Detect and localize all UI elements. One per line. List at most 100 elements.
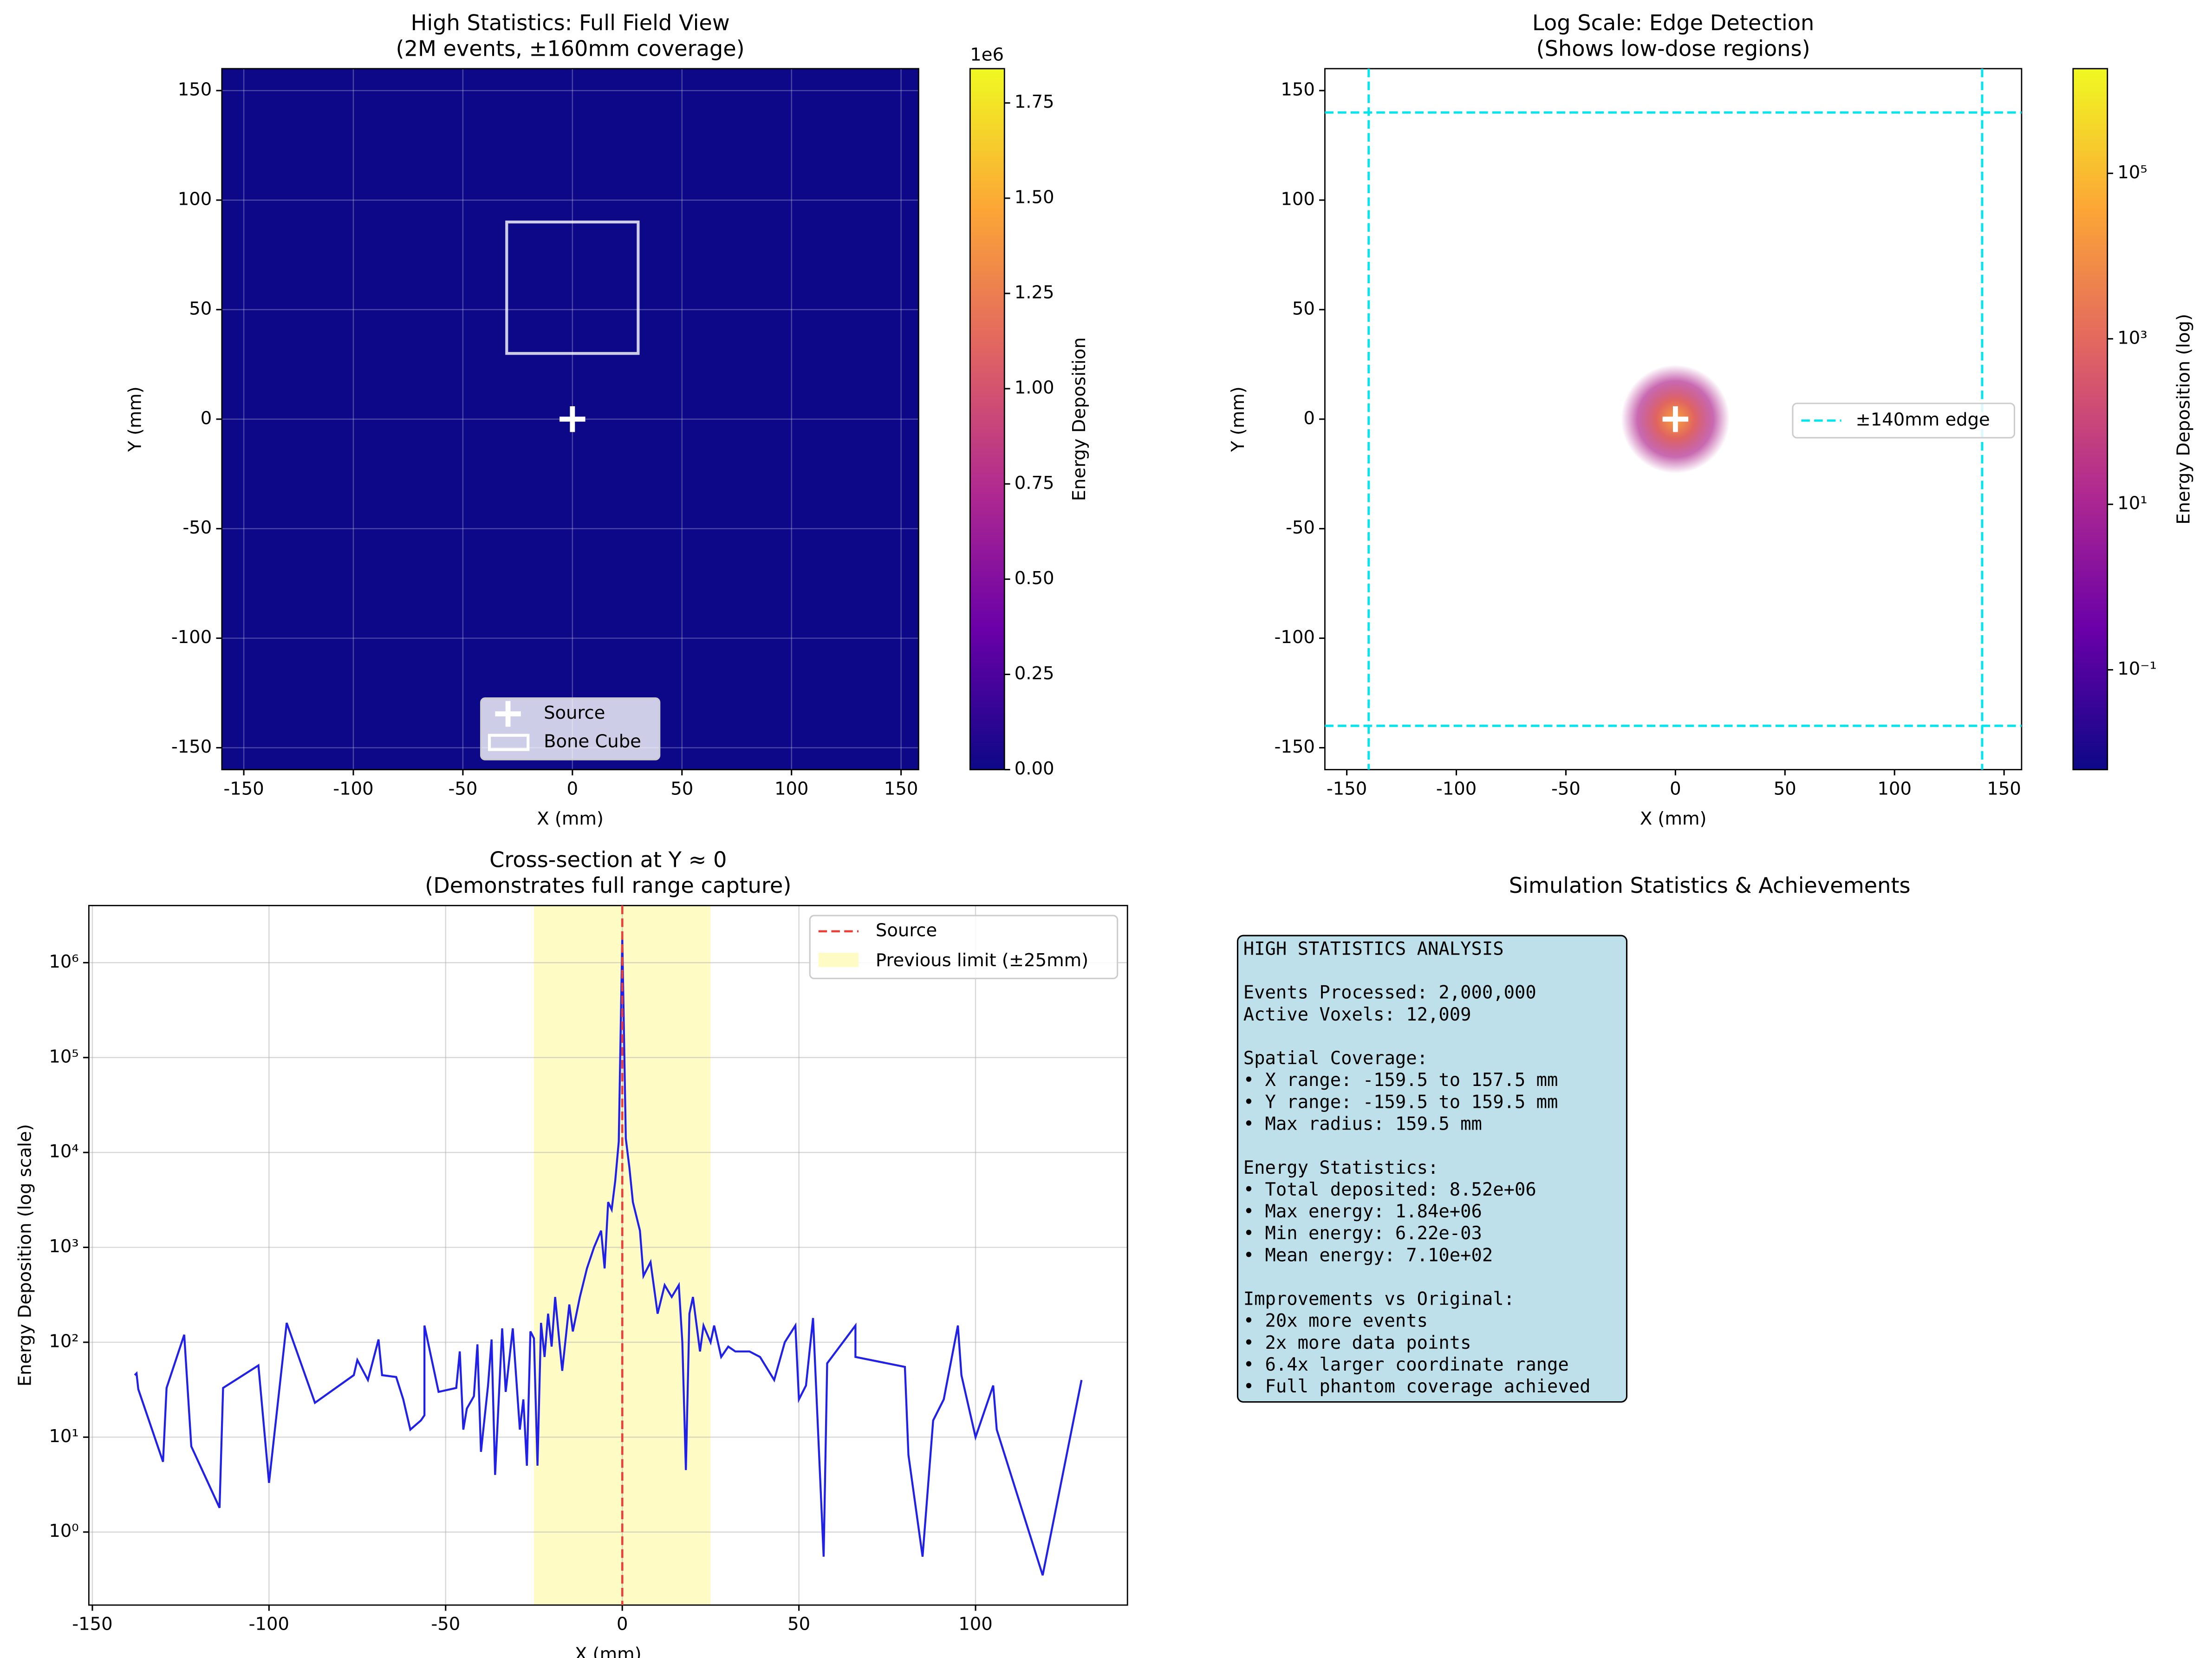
x-tick-label: -150 xyxy=(1327,778,1367,799)
x-tick-label: -100 xyxy=(249,1614,289,1635)
y-tick-label: 10³ xyxy=(49,1236,78,1257)
colorbar-tick-label: 10¹ xyxy=(2117,493,2147,514)
x-tick-label: -150 xyxy=(223,778,264,799)
y-tick-label: 10² xyxy=(49,1331,78,1352)
colorbar-tick-label: 0.25 xyxy=(1015,663,1054,684)
y-tick-label: -150 xyxy=(171,736,212,757)
chart-title: High Statistics: Full Field View xyxy=(411,10,730,35)
x-tick-label: -50 xyxy=(431,1614,460,1635)
colorbar-tick-label: 1.00 xyxy=(1015,377,1054,398)
y-tick-label: 50 xyxy=(189,298,212,319)
stats-line: • Min energy: 6.22e-03 xyxy=(1243,1223,1482,1244)
colorbar-tick-label: 10⁻¹ xyxy=(2117,658,2157,679)
panel-title: Simulation Statistics & Achievements xyxy=(1509,873,1911,898)
y-tick-label: 10⁵ xyxy=(49,1046,78,1067)
y-tick-label: -50 xyxy=(182,517,212,538)
source-marker xyxy=(560,406,586,432)
stats-line: • 20x more events xyxy=(1243,1311,1428,1332)
colorbar-label: Energy Deposition xyxy=(1069,337,1090,501)
data-line xyxy=(134,937,1083,1576)
colorbar xyxy=(969,68,1005,771)
axes-frame xyxy=(88,904,1128,1606)
legend-box xyxy=(480,697,661,761)
y-tick-label: 0 xyxy=(201,408,212,429)
x-tick-label: 100 xyxy=(958,1614,993,1635)
bone-cube xyxy=(505,221,640,355)
stats-line: Events Processed: 2,000,000 xyxy=(1243,982,1536,1003)
stats-line: • 2x more data points xyxy=(1243,1333,1471,1353)
chart-title: Cross-section at Y ≈ 0 xyxy=(489,847,727,872)
axes-frame xyxy=(221,68,919,771)
y-tick-label: -150 xyxy=(1274,736,1314,757)
legend-swatch xyxy=(488,734,530,751)
y-axis-label: Y (mm) xyxy=(1228,386,1249,452)
stats-line: • X range: -159.5 to 157.5 mm xyxy=(1243,1070,1558,1091)
chart-title: Log Scale: Edge Detection xyxy=(1532,10,1814,35)
colorbar-tick-label: 1.25 xyxy=(1015,282,1054,303)
y-tick-label: -100 xyxy=(171,627,212,648)
x-tick-label: 0 xyxy=(617,1614,628,1635)
x-tick-label: 150 xyxy=(884,778,918,799)
y-tick-label: 100 xyxy=(1281,189,1315,209)
colorbar-offset: 1e6 xyxy=(970,45,1004,65)
x-axis-label: X (mm) xyxy=(575,1644,642,1658)
stats-line: Active Voxels: 12,009 xyxy=(1243,1004,1471,1025)
axes-frame xyxy=(1324,68,2023,771)
stats-line: • 6.4x larger coordinate range xyxy=(1243,1354,1569,1375)
colorbar-tick-label: 1.50 xyxy=(1015,187,1054,208)
y-tick-label: 50 xyxy=(1292,298,1315,319)
stats-line: • Total deposited: 8.52e+06 xyxy=(1243,1179,1536,1200)
colorbar-tick-label: 0.00 xyxy=(1015,758,1054,779)
chart-subtitle: (2M events, ±160mm coverage) xyxy=(396,36,745,61)
legend: ±140mm edge xyxy=(1792,403,2016,439)
x-tick-label: 0 xyxy=(1670,778,1681,799)
x-tick-label: 100 xyxy=(774,778,809,799)
x-tick-label: 50 xyxy=(670,778,693,799)
x-tick-label: 0 xyxy=(567,778,579,799)
x-tick-label: 50 xyxy=(1774,778,1796,799)
source-marker xyxy=(1662,406,1689,432)
y-tick-label: 100 xyxy=(178,189,212,209)
legend: Source Bone Cube xyxy=(480,697,661,761)
legend-label: Bone Cube xyxy=(544,731,641,752)
x-axis-label: X (mm) xyxy=(537,808,604,829)
y-tick-label: 10¹ xyxy=(49,1426,78,1447)
y-tick-label: 150 xyxy=(178,79,212,100)
y-axis-label: Y (mm) xyxy=(125,386,146,452)
y-tick-label: -100 xyxy=(1274,627,1314,648)
x-tick-label: -100 xyxy=(333,778,373,799)
legend-label: Source xyxy=(544,702,605,723)
legend-label: Source xyxy=(876,920,937,941)
x-tick-label: -50 xyxy=(448,778,477,799)
legend-swatch xyxy=(818,953,859,967)
stats-line: Improvements vs Original: xyxy=(1243,1289,1515,1310)
legend: Source Previous limit (±25mm) xyxy=(809,915,1119,980)
y-tick-label: 0 xyxy=(1303,408,1315,429)
stats-line: • Y range: -159.5 to 159.5 mm xyxy=(1243,1092,1558,1112)
y-tick-label: 10⁰ xyxy=(49,1521,78,1541)
y-tick-label: 150 xyxy=(1281,79,1315,100)
colorbar-tick-label: 0.75 xyxy=(1015,473,1054,494)
stats-line: HIGH STATISTICS ANALYSIS xyxy=(1243,938,1504,959)
stats-line: Spatial Coverage: xyxy=(1243,1048,1428,1069)
colorbar-label: Energy Deposition (log) xyxy=(2173,314,2194,525)
stats-line: • Max radius: 159.5 mm xyxy=(1243,1113,1482,1134)
legend-box xyxy=(1792,403,2016,439)
stats-line: • Mean energy: 7.10e+02 xyxy=(1243,1245,1493,1266)
x-tick-label: -150 xyxy=(72,1614,112,1635)
x-axis-label: X (mm) xyxy=(1640,808,1707,829)
stats-line: • Full phantom coverage achieved xyxy=(1243,1376,1591,1397)
legend-label: ±140mm edge xyxy=(1855,409,1990,430)
colorbar-tick-label: 10⁵ xyxy=(2117,162,2147,183)
colorbar-tick-label: 10³ xyxy=(2117,327,2147,348)
stats-line: Energy Statistics: xyxy=(1243,1157,1439,1178)
legend-box xyxy=(809,915,1119,980)
x-tick-label: 100 xyxy=(1877,778,1912,799)
legend-swatch xyxy=(495,701,521,727)
x-tick-label: -100 xyxy=(1436,778,1477,799)
colorbar-tick-label: 1.75 xyxy=(1015,91,1054,112)
stats-line: • Max energy: 1.84e+06 xyxy=(1243,1201,1482,1222)
y-axis-label: Energy Deposition (log scale) xyxy=(14,1124,35,1386)
x-tick-label: -50 xyxy=(1551,778,1581,799)
